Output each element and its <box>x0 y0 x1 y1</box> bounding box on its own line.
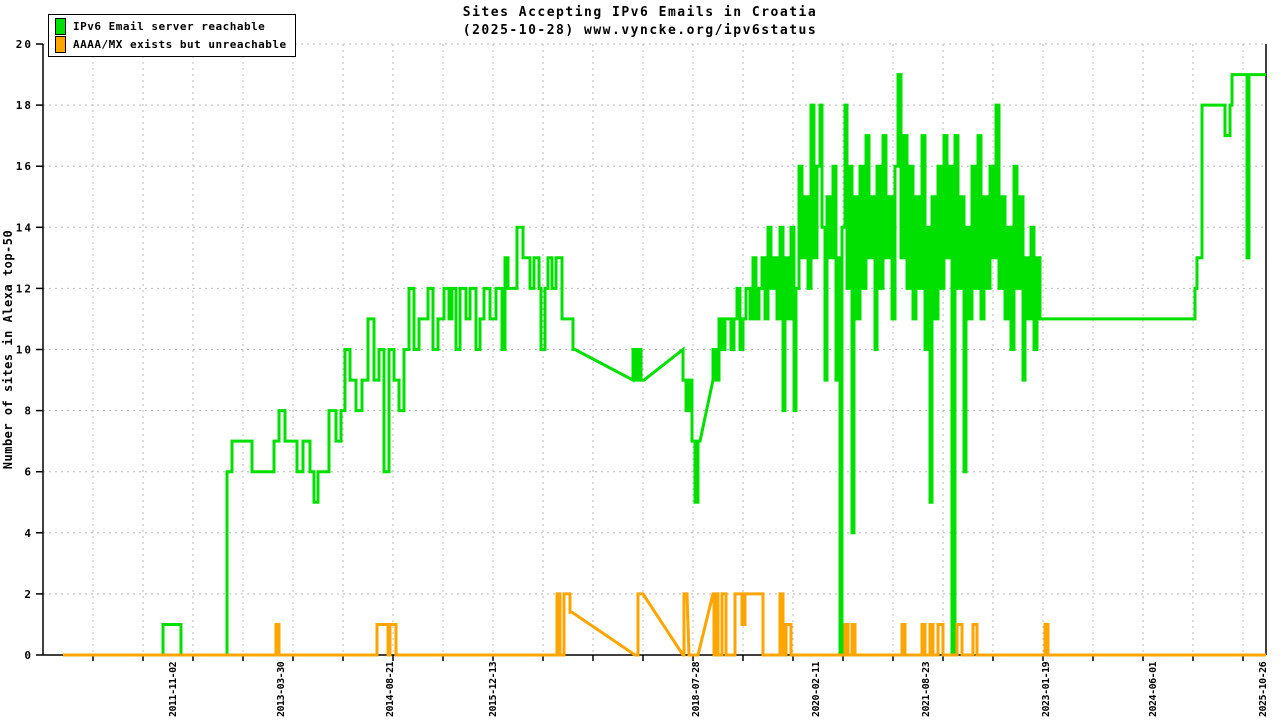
legend-item-unreachable: AAAA/MX exists but unreachable <box>55 35 287 53</box>
legend-swatch-green <box>55 17 66 35</box>
x-tick-label: 2011-11-02 <box>168 661 179 717</box>
y-tick-label: 4 <box>24 527 33 540</box>
series-line-ipv6-reachable <box>63 73 1266 657</box>
legend: IPv6 Email server reachable AAAA/MX exis… <box>48 14 296 57</box>
y-tick-label: 16 <box>16 160 33 173</box>
chart-title-line1: Sites Accepting IPv6 Emails in Croatia <box>462 5 818 20</box>
legend-label-unreachable: AAAA/MX exists but unreachable <box>73 37 287 51</box>
y-tick-label: 14 <box>16 221 33 234</box>
y-tick-label: 10 <box>16 344 33 357</box>
series-line-aaaa-unreachable <box>63 592 1266 657</box>
x-tick-label: 2015-12-13 <box>488 661 499 717</box>
chart-title: Sites Accepting IPv6 Emails in Croatia (… <box>0 4 1280 40</box>
x-tick-label: 2018-07-28 <box>691 661 702 717</box>
y-axis-title: Number of sites in Alexa top-50 <box>1 230 15 469</box>
y-tick-label: 8 <box>24 405 33 418</box>
x-tick-label: 2024-06-01 <box>1148 661 1159 717</box>
x-tick-label: 2023-01-19 <box>1041 661 1052 717</box>
x-tick-label: 2025-10-26 <box>1258 661 1269 717</box>
x-tick-label: 2021-08-23 <box>921 661 932 717</box>
x-tick-label: 2020-02-11 <box>811 661 822 717</box>
y-tick-label: 6 <box>24 466 33 479</box>
legend-item-reachable: IPv6 Email server reachable <box>55 17 287 35</box>
x-tick-label: 2013-03-30 <box>276 661 287 717</box>
chart-title-line2: (2025-10-28) www.vyncke.org/ipv6status <box>462 23 818 38</box>
x-tick-label: 2014-08-21 <box>385 661 396 717</box>
y-tick-label: 2 <box>24 588 33 601</box>
y-tick-label: 20 <box>16 38 33 51</box>
y-tick-label: 12 <box>16 282 33 295</box>
legend-label-reachable: IPv6 Email server reachable <box>73 19 266 33</box>
y-tick-label: 0 <box>24 649 33 662</box>
y-tick-label: 18 <box>16 99 33 112</box>
legend-swatch-orange <box>55 35 66 53</box>
